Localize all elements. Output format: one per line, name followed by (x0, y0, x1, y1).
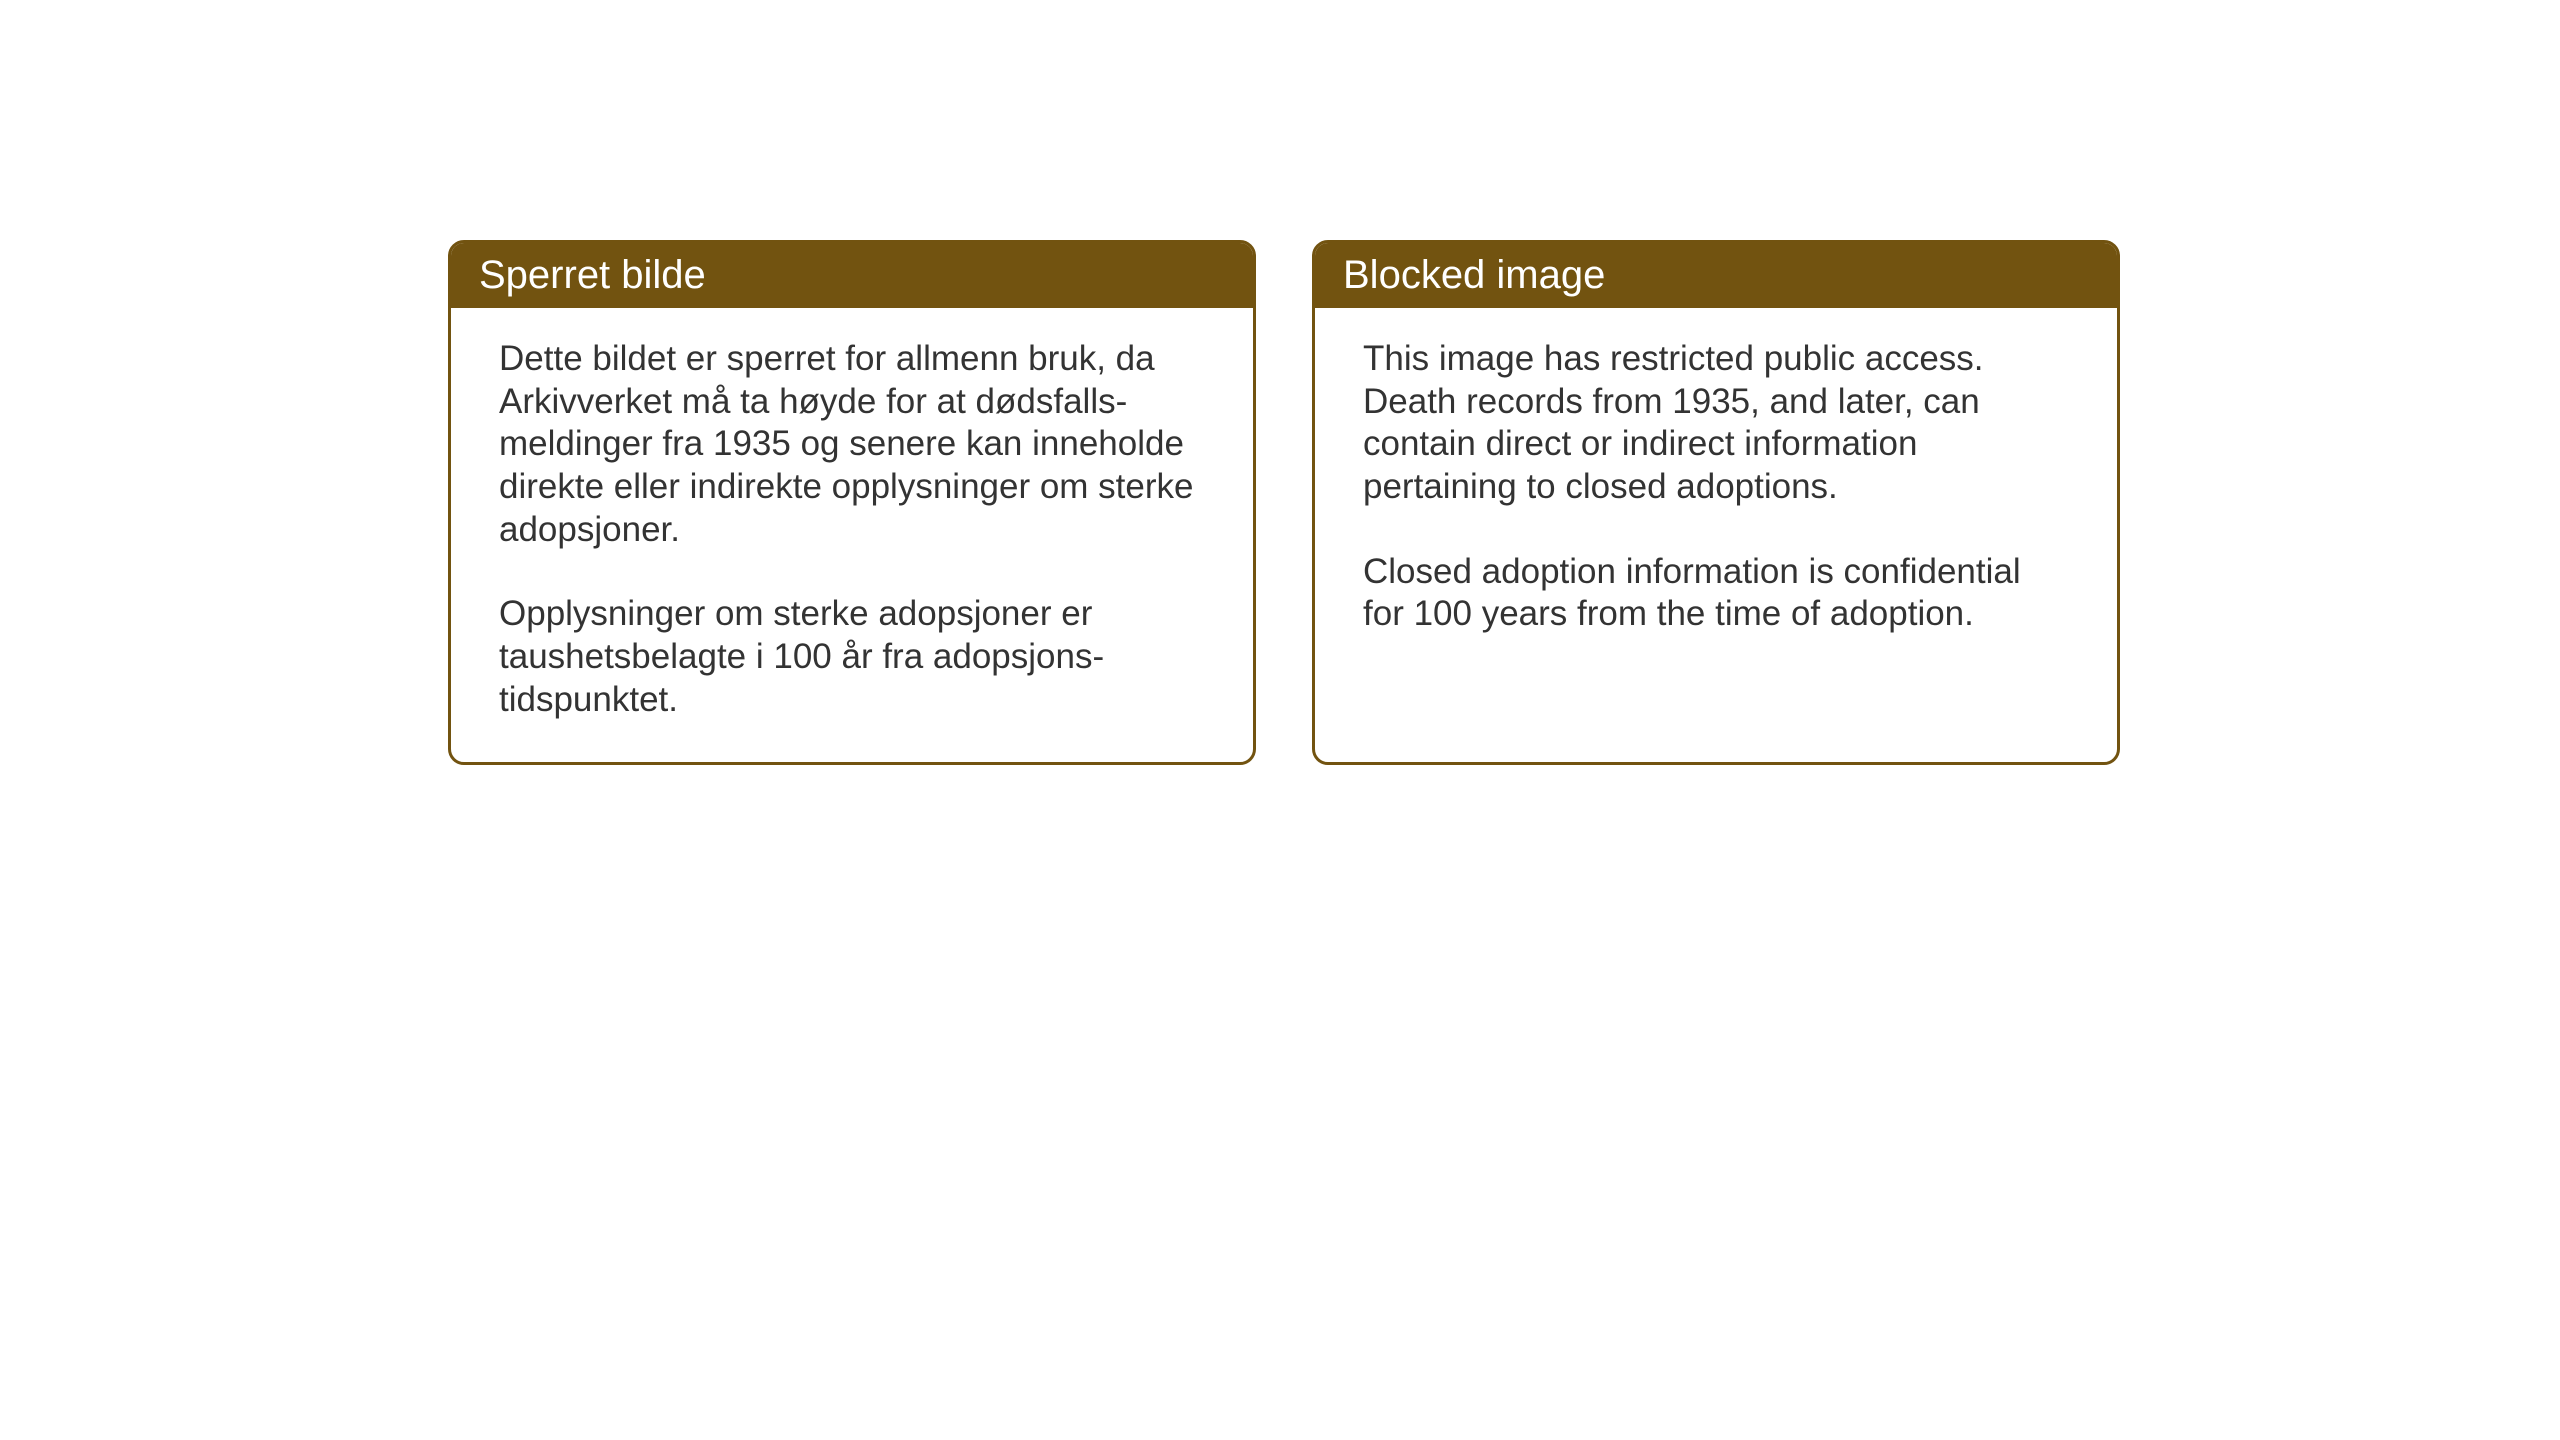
card-body-norwegian: Dette bildet er sperret for allmenn bruk… (451, 308, 1253, 762)
card-body-english: This image has restricted public access.… (1315, 308, 2117, 676)
card-header-norwegian: Sperret bilde (451, 243, 1253, 308)
card-norwegian: Sperret bilde Dette bildet er sperret fo… (448, 240, 1256, 765)
card-paragraph: Opplysninger om sterke adopsjoner er tau… (499, 593, 1205, 721)
cards-container: Sperret bilde Dette bildet er sperret fo… (448, 240, 2120, 765)
card-english: Blocked image This image has restricted … (1312, 240, 2120, 765)
card-paragraph: Closed adoption information is confident… (1363, 551, 2069, 636)
card-paragraph: Dette bildet er sperret for allmenn bruk… (499, 338, 1205, 551)
card-paragraph: This image has restricted public access.… (1363, 338, 2069, 509)
card-title-norwegian: Sperret bilde (479, 253, 706, 297)
card-title-english: Blocked image (1343, 253, 1605, 297)
card-header-english: Blocked image (1315, 243, 2117, 308)
